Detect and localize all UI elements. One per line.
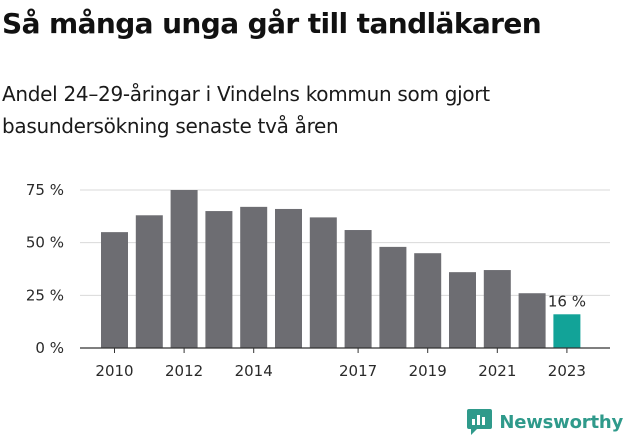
bar-2018 [379, 246, 407, 348]
bar-2014 [240, 206, 268, 348]
bar-2012 [170, 190, 198, 348]
bars [101, 190, 581, 348]
y-tick-label: 50 % [26, 234, 64, 252]
bar-chart: 0 % 25 % 50 % 75 % 2010 2012 2014 2017 2019 2021… [26, 181, 610, 380]
data-label: 16 % [548, 292, 586, 310]
x-axis-tick-labels: 2010 2012 2014 2017 2019 2021 2023 [95, 362, 586, 380]
y-tick-label: 75 % [26, 181, 64, 199]
bar-2021 [483, 270, 511, 348]
x-tick-label: 2021 [478, 362, 516, 380]
newsworthy-logo: Newsworthy [466, 404, 623, 440]
chart-title: Så många unga går till tandläkaren [2, 7, 542, 40]
y-tick-label: 0 % [35, 339, 64, 357]
bar-2015 [275, 208, 302, 348]
bar-2017 [344, 230, 372, 348]
x-axis [80, 347, 610, 353]
bar-2013 [205, 211, 233, 348]
chart-subtitle: Andel 24–29-åringar i Vindelns kommun so… [2, 82, 490, 138]
x-tick-label: 2010 [95, 362, 133, 380]
annotations: 16 % [548, 292, 586, 310]
bar-2020 [449, 272, 476, 348]
bar-2010 [101, 232, 128, 348]
bar-2011 [135, 215, 163, 348]
chart-bubble-icon [467, 409, 493, 435]
x-tick-label: 2023 [548, 362, 586, 380]
x-tick-label: 2014 [235, 362, 273, 380]
bar-2016 [309, 217, 337, 348]
y-tick-label: 25 % [26, 286, 64, 304]
bar-2019 [414, 253, 442, 348]
x-tick-label: 2012 [165, 362, 203, 380]
bar-2022 [518, 293, 546, 348]
x-tick-label: 2017 [339, 362, 377, 380]
y-axis-tick-labels: 0 % 25 % 50 % 75 % [26, 181, 64, 357]
brand-name: Newsworthy [499, 411, 623, 433]
bar-2023 [553, 314, 581, 348]
x-tick-label: 2019 [409, 362, 447, 380]
